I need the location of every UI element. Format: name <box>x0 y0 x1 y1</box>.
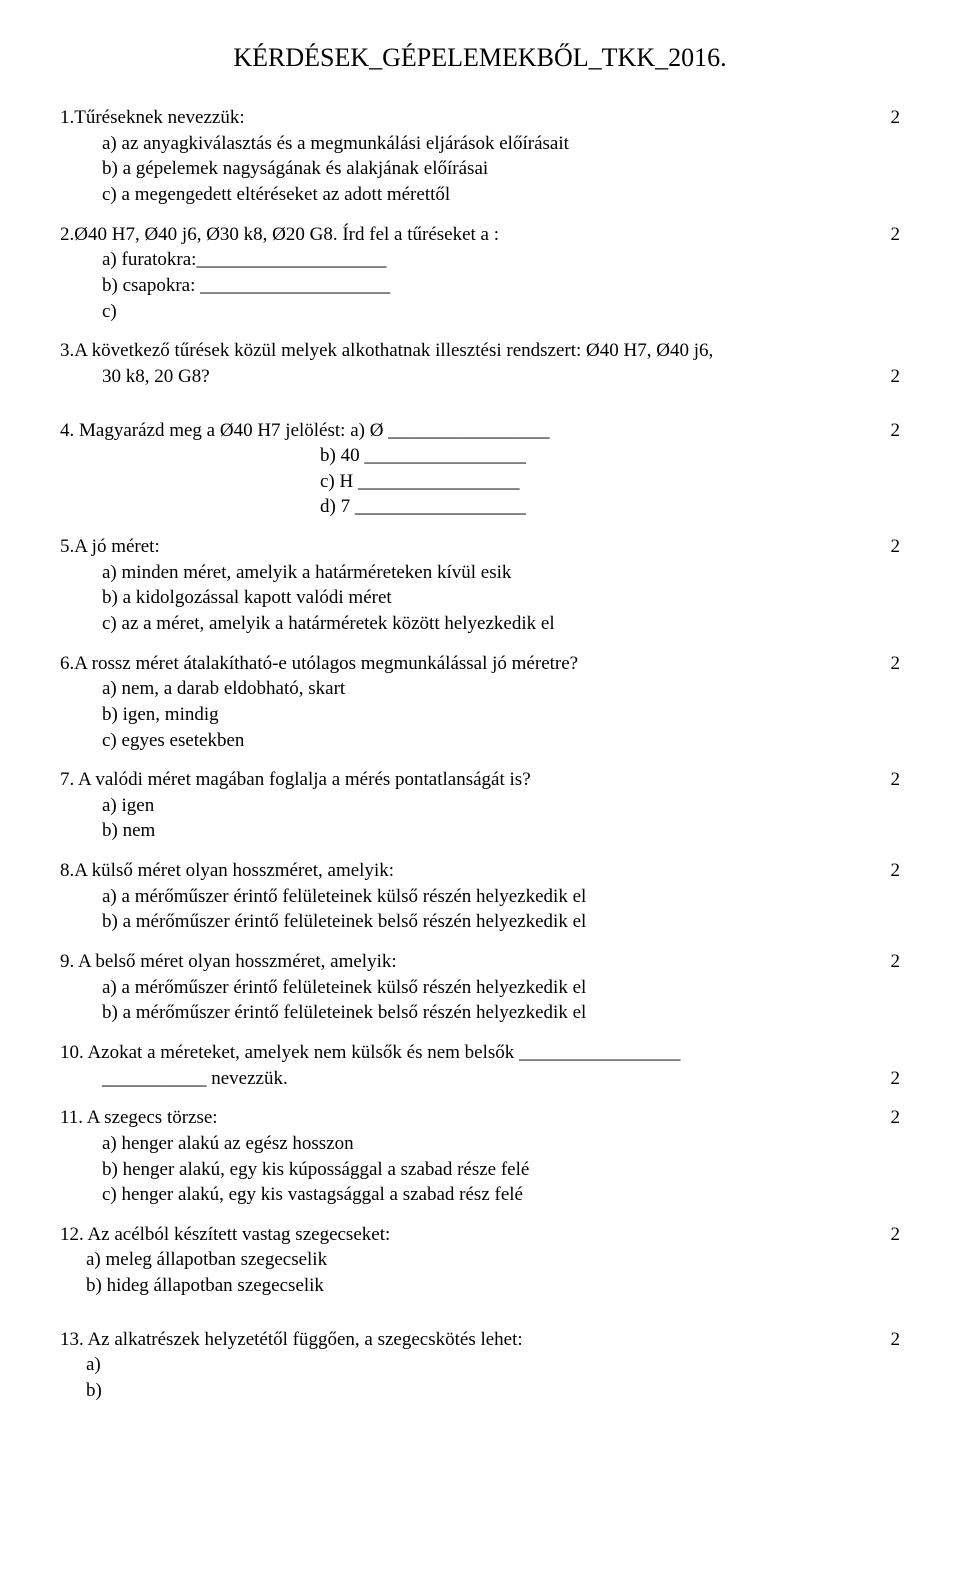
q12-stem: 12. Az acélból készített vastag szegecse… <box>60 1222 900 1248</box>
question-9: 9. A belső méret olyan hosszméret, amely… <box>60 949 900 1026</box>
q5-a: a) minden méret, amelyik a határméreteke… <box>102 560 900 586</box>
q6-points: 2 <box>891 651 901 677</box>
q13-stem: 13. Az alkatrészek helyzetétől függően, … <box>60 1327 900 1353</box>
question-11: 11. A szegecs törzse: 2 a) henger alakú … <box>60 1105 900 1208</box>
q4-d: d) 7 __________________ <box>320 494 900 520</box>
q12-a: a) meleg állapotban szegecselik <box>86 1247 900 1273</box>
q6-stem: 6.A rossz méret átalakítható-e utólagos … <box>60 651 900 677</box>
q2-c: c) <box>102 299 900 325</box>
doc-title: KÉRDÉSEK_GÉPELEMEKBŐL_TKK_2016. <box>60 40 900 75</box>
question-8: 8.A külső méret olyan hosszméret, amelyi… <box>60 858 900 935</box>
q11-stem: 11. A szegecs törzse: <box>60 1105 900 1131</box>
q3-line2: 30 k8, 20 G8? <box>102 364 900 390</box>
question-6: 6.A rossz méret átalakítható-e utólagos … <box>60 651 900 754</box>
q12-points: 2 <box>891 1222 901 1248</box>
q3-line1: 3.A következő tűrések közül melyek alkot… <box>60 338 900 364</box>
q1-points: 2 <box>891 105 901 131</box>
q11-b: b) henger alakú, egy kis kúpossággal a s… <box>102 1157 900 1183</box>
question-2: 2.Ø40 H7, Ø40 j6, Ø30 k8, Ø20 G8. Írd fe… <box>60 222 900 325</box>
q9-b: b) a mérőműszer érintő felületeinek bels… <box>102 1000 900 1026</box>
q10-line1: 10. Azokat a méreteket, amelyek nem küls… <box>60 1040 900 1066</box>
q6-b: b) igen, mindig <box>102 702 900 728</box>
q3-points: 2 <box>891 364 901 390</box>
q5-c: c) az a méret, amelyik a határméretek kö… <box>102 611 900 637</box>
q9-points: 2 <box>891 949 901 975</box>
q6-c: c) egyes esetekben <box>102 728 900 754</box>
q6-a: a) nem, a darab eldobható, skart <box>102 676 900 702</box>
q9-a: a) a mérőműszer érintő felületeinek küls… <box>102 975 900 1001</box>
question-10: 10. Azokat a méreteket, amelyek nem küls… <box>60 1040 900 1091</box>
q12-b: b) hideg állapotban szegecselik <box>86 1273 900 1299</box>
question-5: 5.A jó méret: 2 a) minden méret, amelyik… <box>60 534 900 637</box>
q7-stem: 7. A valódi méret magában foglalja a mér… <box>60 767 900 793</box>
q11-a: a) henger alakú az egész hosszon <box>102 1131 900 1157</box>
q2-a: a) furatokra:____________________ <box>102 247 900 273</box>
q8-points: 2 <box>891 858 901 884</box>
q11-c: c) henger alakú, egy kis vastagsággal a … <box>102 1182 900 1208</box>
q4-b: b) 40 _________________ <box>320 443 900 469</box>
q2-stem: 2.Ø40 H7, Ø40 j6, Ø30 k8, Ø20 G8. Írd fe… <box>60 222 900 248</box>
q10-points: 2 <box>891 1066 901 1092</box>
question-12: 12. Az acélból készített vastag szegecse… <box>60 1222 900 1299</box>
q7-a: a) igen <box>102 793 900 819</box>
q8-a: a) a mérőműszer érintő felületeinek küls… <box>102 884 900 910</box>
q8-b: b) a mérőműszer érintő felületeinek bels… <box>102 909 900 935</box>
q2-points: 2 <box>891 222 901 248</box>
q1-b: b) a gépelemek nagyságának és alakjának … <box>102 156 900 182</box>
q7-points: 2 <box>891 767 901 793</box>
q4-points: 2 <box>891 418 901 444</box>
q13-a: a) <box>86 1352 900 1378</box>
q1-stem: 1.Tűréseknek nevezzük: <box>60 105 900 131</box>
q8-stem: 8.A külső méret olyan hosszméret, amelyi… <box>60 858 900 884</box>
question-13: 13. Az alkatrészek helyzetétől függően, … <box>60 1327 900 1404</box>
q1-c: c) a megengedett eltéréseket az adott mé… <box>102 182 900 208</box>
question-1: 1.Tűréseknek nevezzük: 2 a) az anyagkivá… <box>60 105 900 208</box>
question-7: 7. A valódi méret magában foglalja a mér… <box>60 767 900 844</box>
q5-points: 2 <box>891 534 901 560</box>
q10-line2: ___________ nevezzük. <box>102 1066 900 1092</box>
q1-a: a) az anyagkiválasztás és a megmunkálási… <box>102 131 900 157</box>
q5-stem: 5.A jó méret: <box>60 534 900 560</box>
question-3: 3.A következő tűrések közül melyek alkot… <box>60 338 900 389</box>
q5-b: b) a kidolgozással kapott valódi méret <box>102 585 900 611</box>
question-4: 4. Magyarázd meg a Ø40 H7 jelölést: a) Ø… <box>60 418 900 521</box>
q9-stem: 9. A belső méret olyan hosszméret, amely… <box>60 949 900 975</box>
q2-b: b) csapokra: ____________________ <box>102 273 900 299</box>
q7-b: b) nem <box>102 818 900 844</box>
q4-c: c) H _________________ <box>320 469 900 495</box>
q11-points: 2 <box>891 1105 901 1131</box>
q13-b: b) <box>86 1378 900 1404</box>
q4-stem: 4. Magyarázd meg a Ø40 H7 jelölést: a) Ø… <box>60 418 900 444</box>
q13-points: 2 <box>891 1327 901 1353</box>
